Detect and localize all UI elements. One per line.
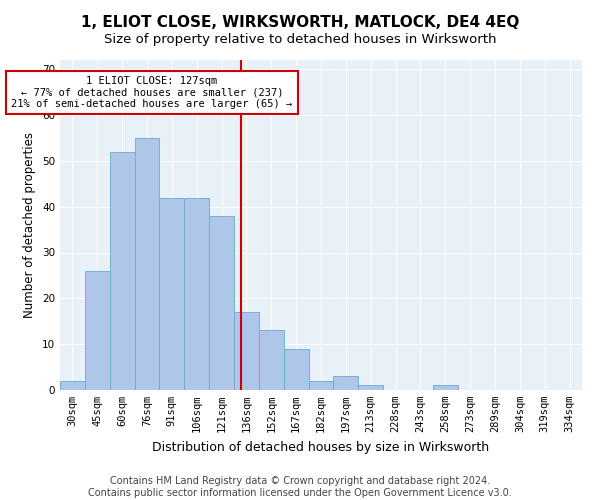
Bar [284,349,308,390]
Bar [110,152,134,390]
Bar [259,330,284,390]
Text: 1 ELIOT CLOSE: 127sqm
← 77% of detached houses are smaller (237)
21% of semi-det: 1 ELIOT CLOSE: 127sqm ← 77% of detached … [11,76,293,109]
Bar [134,138,160,390]
Bar [433,386,458,390]
Bar [308,381,334,390]
Bar [160,198,184,390]
Bar [234,312,259,390]
Bar [85,271,110,390]
X-axis label: Distribution of detached houses by size in Wirksworth: Distribution of detached houses by size … [152,440,490,454]
Bar [209,216,234,390]
Bar [60,381,85,390]
Bar [358,386,383,390]
Bar [184,198,209,390]
Text: 1, ELIOT CLOSE, WIRKSWORTH, MATLOCK, DE4 4EQ: 1, ELIOT CLOSE, WIRKSWORTH, MATLOCK, DE4… [81,15,519,30]
Y-axis label: Number of detached properties: Number of detached properties [23,132,37,318]
Bar [334,376,358,390]
Text: Size of property relative to detached houses in Wirksworth: Size of property relative to detached ho… [104,32,496,46]
Text: Contains HM Land Registry data © Crown copyright and database right 2024.
Contai: Contains HM Land Registry data © Crown c… [88,476,512,498]
